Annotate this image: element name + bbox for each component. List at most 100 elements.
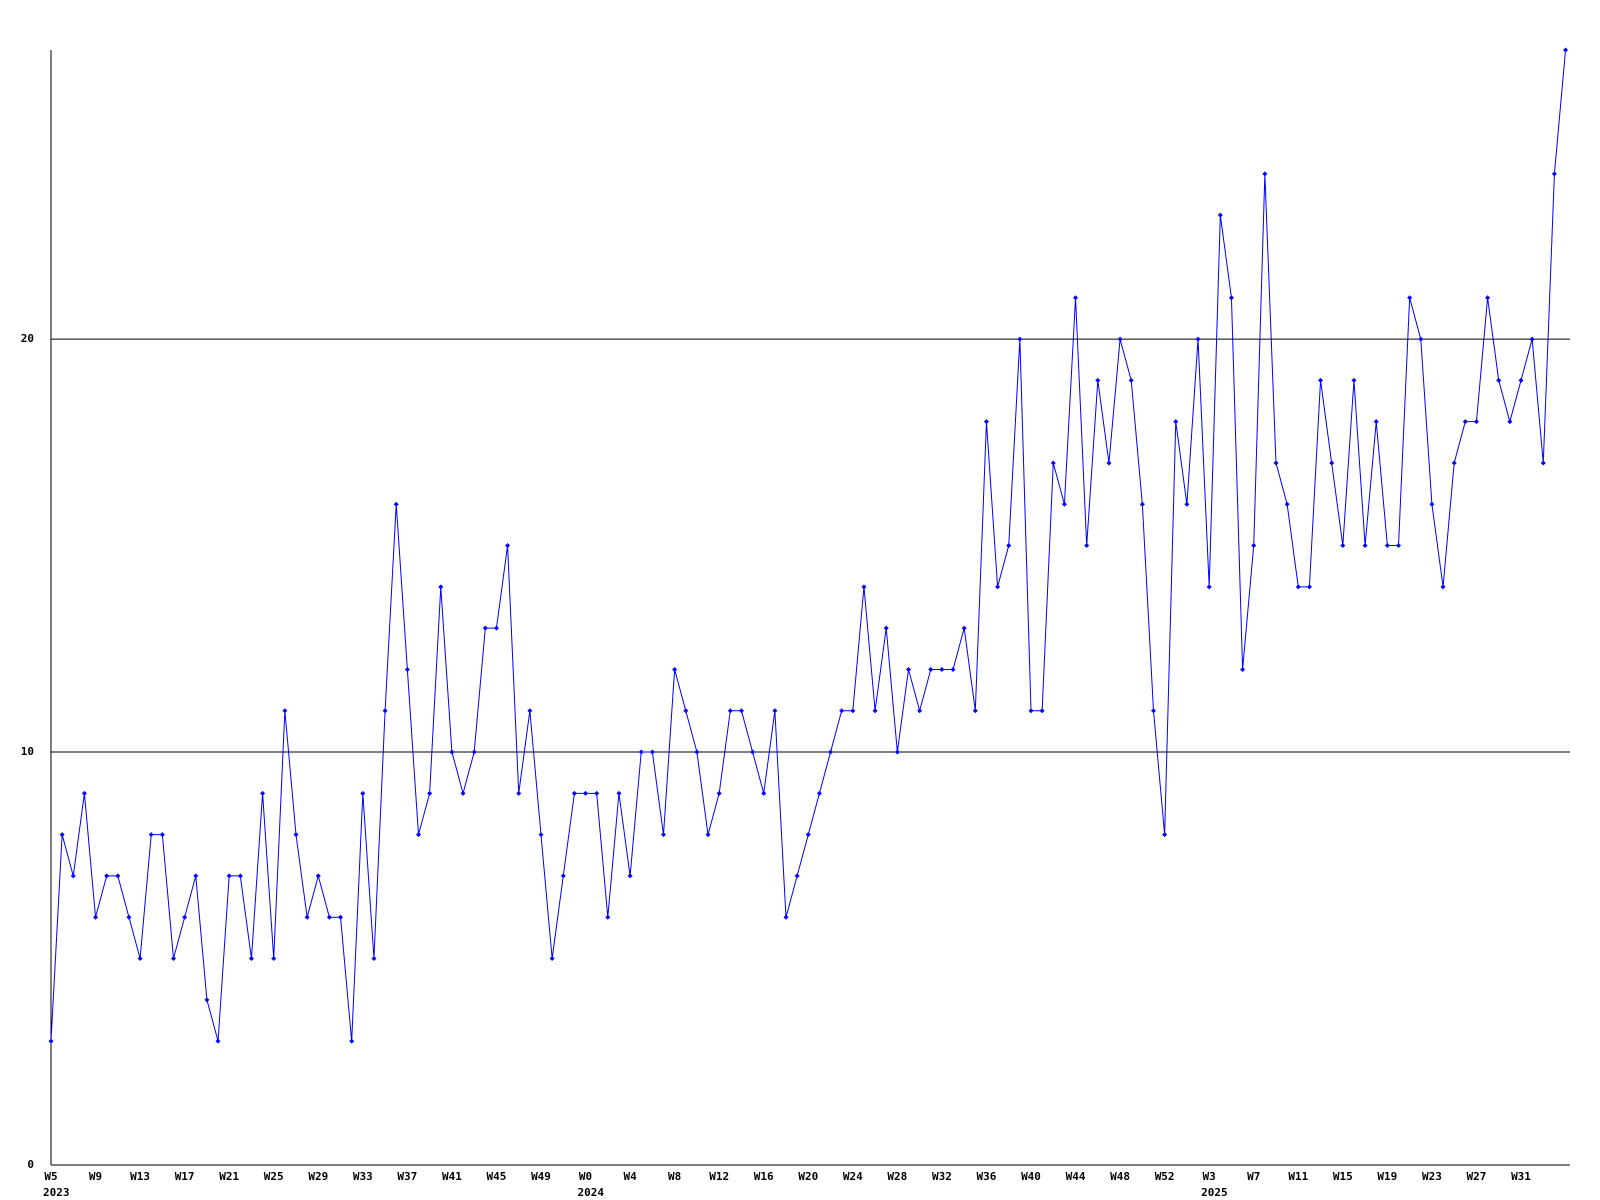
data-point [1228, 295, 1234, 301]
data-point [104, 873, 110, 879]
x-tick-label: W33 [353, 1170, 373, 1183]
data-point [1006, 543, 1012, 549]
x-group-label: 2025 [1201, 1186, 1228, 1199]
data-point [1318, 377, 1324, 383]
data-point [1373, 419, 1379, 425]
data-point [1485, 295, 1491, 301]
data-point [805, 832, 811, 838]
x-tick-label: W29 [308, 1170, 328, 1183]
data-point [1106, 460, 1112, 466]
x-tick-label: W4 [623, 1170, 637, 1183]
data-point [1329, 460, 1335, 466]
data-point [1251, 543, 1257, 549]
data-point [1507, 419, 1513, 425]
data-point [1128, 377, 1134, 383]
data-point [315, 873, 321, 879]
x-tick-label: W49 [531, 1170, 551, 1183]
data-point [1340, 543, 1346, 549]
data-point [226, 873, 232, 879]
data-point [716, 790, 722, 796]
data-point [1306, 584, 1312, 590]
x-tick-label: W3 [1203, 1170, 1216, 1183]
data-point [527, 708, 533, 714]
data-point [1028, 708, 1034, 714]
data-point [115, 873, 121, 879]
data-point [705, 832, 711, 838]
data-point [839, 708, 845, 714]
x-group-label: 2024 [578, 1186, 605, 1199]
data-point [638, 749, 644, 755]
data-point [972, 708, 978, 714]
data-point [460, 790, 466, 796]
x-tick-label: W5 [44, 1170, 57, 1183]
data-point [237, 873, 243, 879]
x-tick-label: W15 [1333, 1170, 1353, 1183]
x-tick-label: W0 [579, 1170, 592, 1183]
data-point [1396, 543, 1401, 549]
data-point [1262, 171, 1268, 177]
data-point [126, 914, 132, 920]
data-point [449, 749, 455, 755]
x-tick-label: W44 [1066, 1170, 1086, 1183]
data-point [571, 790, 577, 796]
data-point [727, 708, 733, 714]
x-tick-label: W20 [798, 1170, 818, 1183]
x-tick-label: W21 [219, 1170, 239, 1183]
data-point [939, 666, 945, 672]
data-point [1362, 543, 1368, 549]
data-point [338, 914, 344, 920]
data-point [1139, 501, 1145, 507]
data-point [1095, 377, 1101, 383]
data-point [393, 501, 399, 507]
y-tick-label: 0 [27, 1158, 34, 1171]
data-point [271, 956, 277, 962]
x-tick-label: W17 [175, 1170, 195, 1183]
x-tick-label: W52 [1155, 1170, 1175, 1183]
data-point [1184, 501, 1190, 507]
data-point [1151, 708, 1156, 714]
x-tick-label: W23 [1422, 1170, 1442, 1183]
data-point [1217, 212, 1223, 218]
data-point [1518, 377, 1524, 383]
x-tick-label: W9 [89, 1170, 102, 1183]
data-point [516, 790, 522, 796]
data-point [1551, 171, 1557, 177]
x-tick-label: W19 [1377, 1170, 1397, 1183]
x-tick-label: W27 [1467, 1170, 1487, 1183]
data-point [1284, 501, 1290, 507]
data-point [48, 1038, 54, 1044]
data-point [215, 1038, 221, 1044]
data-point [438, 584, 444, 590]
data-point [493, 625, 499, 631]
data-point [1273, 460, 1279, 466]
data-point [672, 666, 678, 672]
data-point [282, 708, 288, 714]
data-point [1440, 584, 1446, 590]
data-point [783, 914, 789, 920]
data-point [1473, 419, 1479, 425]
data-point [1451, 460, 1457, 466]
data-point [505, 543, 511, 549]
data-point [360, 790, 366, 796]
data-point [1529, 336, 1535, 342]
x-tick-label: W48 [1110, 1170, 1130, 1183]
data-point [1017, 336, 1023, 342]
x-tick-label: W7 [1247, 1170, 1260, 1183]
data-point [1496, 377, 1502, 383]
data-point [1462, 419, 1468, 425]
data-point [928, 666, 934, 672]
data-point [204, 997, 210, 1003]
data-point [1540, 460, 1546, 466]
data-point [1429, 501, 1435, 507]
data-point [193, 873, 199, 879]
data-point [616, 790, 622, 796]
data-point [382, 708, 388, 714]
data-point [861, 584, 867, 590]
data-point [182, 914, 188, 920]
data-point [1384, 543, 1390, 549]
data-point [371, 956, 377, 962]
data-point [872, 708, 878, 714]
data-point [1195, 336, 1201, 342]
data-point [416, 832, 421, 838]
data-point [81, 790, 87, 796]
